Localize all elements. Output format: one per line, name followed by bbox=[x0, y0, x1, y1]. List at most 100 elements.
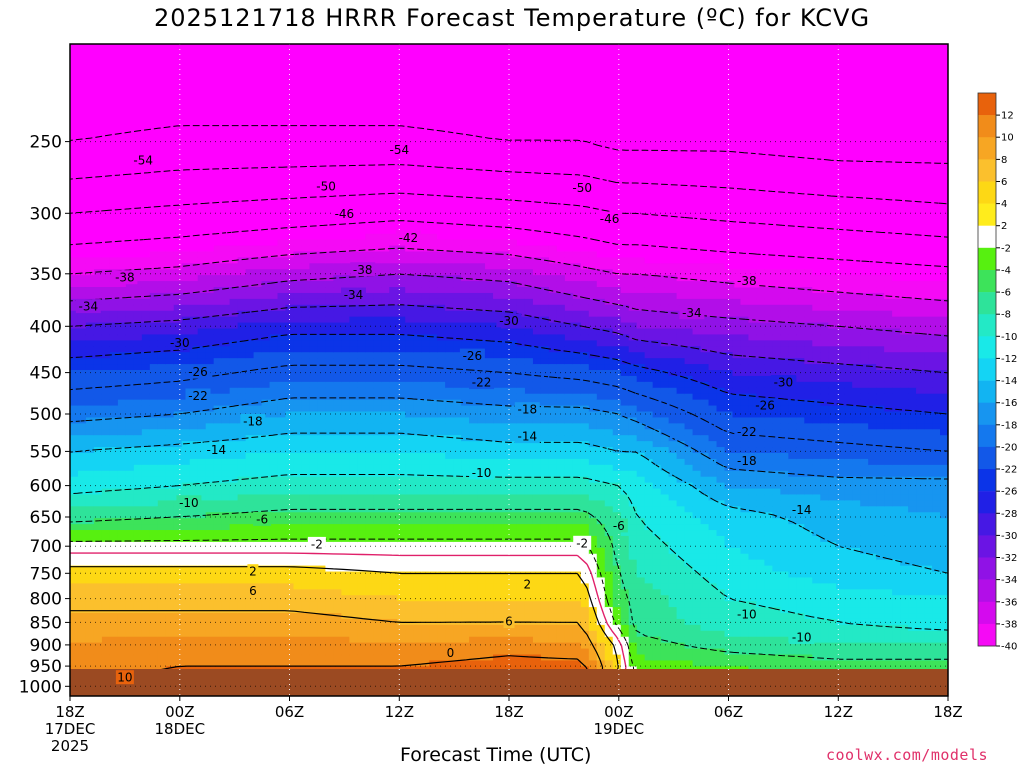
field-cell bbox=[397, 204, 406, 211]
field-cell bbox=[373, 601, 382, 608]
field-cell bbox=[253, 150, 263, 158]
field-cell bbox=[77, 198, 87, 205]
field-cell bbox=[237, 109, 247, 116]
field-cell bbox=[125, 423, 135, 430]
field-cell bbox=[125, 535, 135, 543]
field-cell bbox=[173, 168, 183, 175]
field-cell bbox=[101, 524, 111, 531]
field-cell bbox=[213, 417, 223, 424]
field-cell bbox=[429, 132, 438, 140]
field-cell bbox=[117, 334, 127, 341]
field-cell bbox=[365, 482, 374, 490]
field-cell bbox=[157, 518, 167, 525]
field-cell bbox=[277, 328, 287, 336]
field-cell bbox=[429, 269, 438, 276]
field-cell bbox=[317, 245, 327, 253]
field-cell bbox=[149, 304, 159, 312]
field-cell bbox=[301, 423, 311, 430]
field-cell bbox=[245, 429, 255, 436]
field-cell bbox=[325, 500, 334, 507]
field-cell bbox=[70, 613, 79, 620]
field-cell bbox=[77, 292, 87, 300]
field-cell bbox=[365, 221, 374, 229]
field-cell bbox=[133, 393, 143, 401]
field-cell bbox=[317, 518, 327, 525]
field-cell bbox=[221, 168, 231, 175]
field-cell bbox=[77, 506, 87, 513]
field-cell bbox=[229, 97, 239, 104]
field-cell bbox=[165, 589, 175, 596]
field-cell bbox=[149, 411, 159, 419]
field-cell bbox=[325, 44, 334, 51]
field-cell bbox=[421, 464, 430, 472]
field-cell bbox=[189, 215, 199, 223]
field-cell bbox=[165, 298, 175, 306]
field-cell bbox=[205, 429, 215, 436]
field-cell bbox=[133, 381, 143, 389]
field-cell bbox=[261, 541, 271, 549]
field-cell bbox=[213, 322, 223, 330]
field-cell bbox=[317, 310, 327, 318]
field-cell bbox=[421, 44, 430, 51]
field-cell bbox=[341, 85, 350, 93]
field-cell bbox=[77, 44, 87, 51]
field-cell bbox=[189, 55, 199, 63]
field-cell bbox=[333, 559, 342, 567]
field-cell bbox=[349, 636, 358, 644]
field-cell bbox=[309, 488, 319, 496]
field-cell bbox=[261, 364, 271, 371]
field-cell bbox=[237, 595, 247, 602]
field-cell bbox=[85, 115, 95, 122]
field-cell bbox=[309, 583, 319, 590]
field-cell bbox=[70, 636, 79, 644]
field-cell bbox=[269, 429, 279, 436]
field-cell bbox=[125, 530, 135, 537]
field-cell bbox=[101, 642, 111, 650]
field-cell bbox=[213, 423, 223, 430]
field-cell bbox=[117, 263, 127, 270]
field-cell bbox=[381, 577, 390, 584]
field-cell bbox=[205, 186, 215, 193]
field-cell bbox=[229, 601, 239, 608]
field-cell bbox=[421, 227, 430, 235]
field-cell bbox=[205, 589, 215, 596]
field-cell bbox=[349, 79, 358, 87]
field-cell bbox=[173, 530, 183, 537]
field-cell bbox=[421, 186, 430, 193]
field-cell bbox=[341, 565, 350, 573]
field-cell bbox=[373, 55, 382, 63]
field-cell bbox=[85, 162, 95, 170]
field-cell bbox=[245, 334, 255, 341]
field-cell bbox=[125, 55, 135, 63]
field-cell bbox=[141, 452, 151, 460]
field-cell bbox=[357, 61, 366, 69]
field-cell bbox=[101, 316, 111, 324]
field-cell bbox=[101, 583, 111, 590]
field-cell bbox=[93, 512, 103, 519]
field-cell bbox=[101, 109, 111, 116]
field-cell bbox=[125, 648, 135, 656]
field-cell bbox=[413, 417, 422, 424]
field-cell bbox=[197, 180, 207, 187]
field-cell bbox=[373, 364, 382, 371]
field-cell bbox=[309, 192, 319, 199]
field-cell bbox=[125, 239, 135, 247]
field-cell bbox=[341, 411, 350, 419]
field-cell bbox=[405, 636, 414, 644]
field-cell bbox=[277, 482, 287, 490]
field-cell bbox=[77, 287, 87, 294]
field-cell bbox=[101, 85, 111, 93]
field-cell bbox=[141, 132, 151, 140]
field-cell bbox=[333, 370, 342, 377]
field-cell bbox=[77, 387, 87, 395]
field-cell bbox=[109, 660, 119, 667]
field-cell bbox=[269, 328, 279, 336]
field-cell bbox=[189, 654, 199, 662]
field-cell bbox=[253, 370, 263, 377]
field-cell bbox=[141, 387, 151, 395]
field-cell bbox=[381, 358, 390, 365]
field-cell bbox=[125, 624, 135, 632]
field-cell bbox=[85, 281, 95, 288]
field-cell bbox=[277, 233, 287, 241]
field-cell bbox=[181, 535, 191, 543]
